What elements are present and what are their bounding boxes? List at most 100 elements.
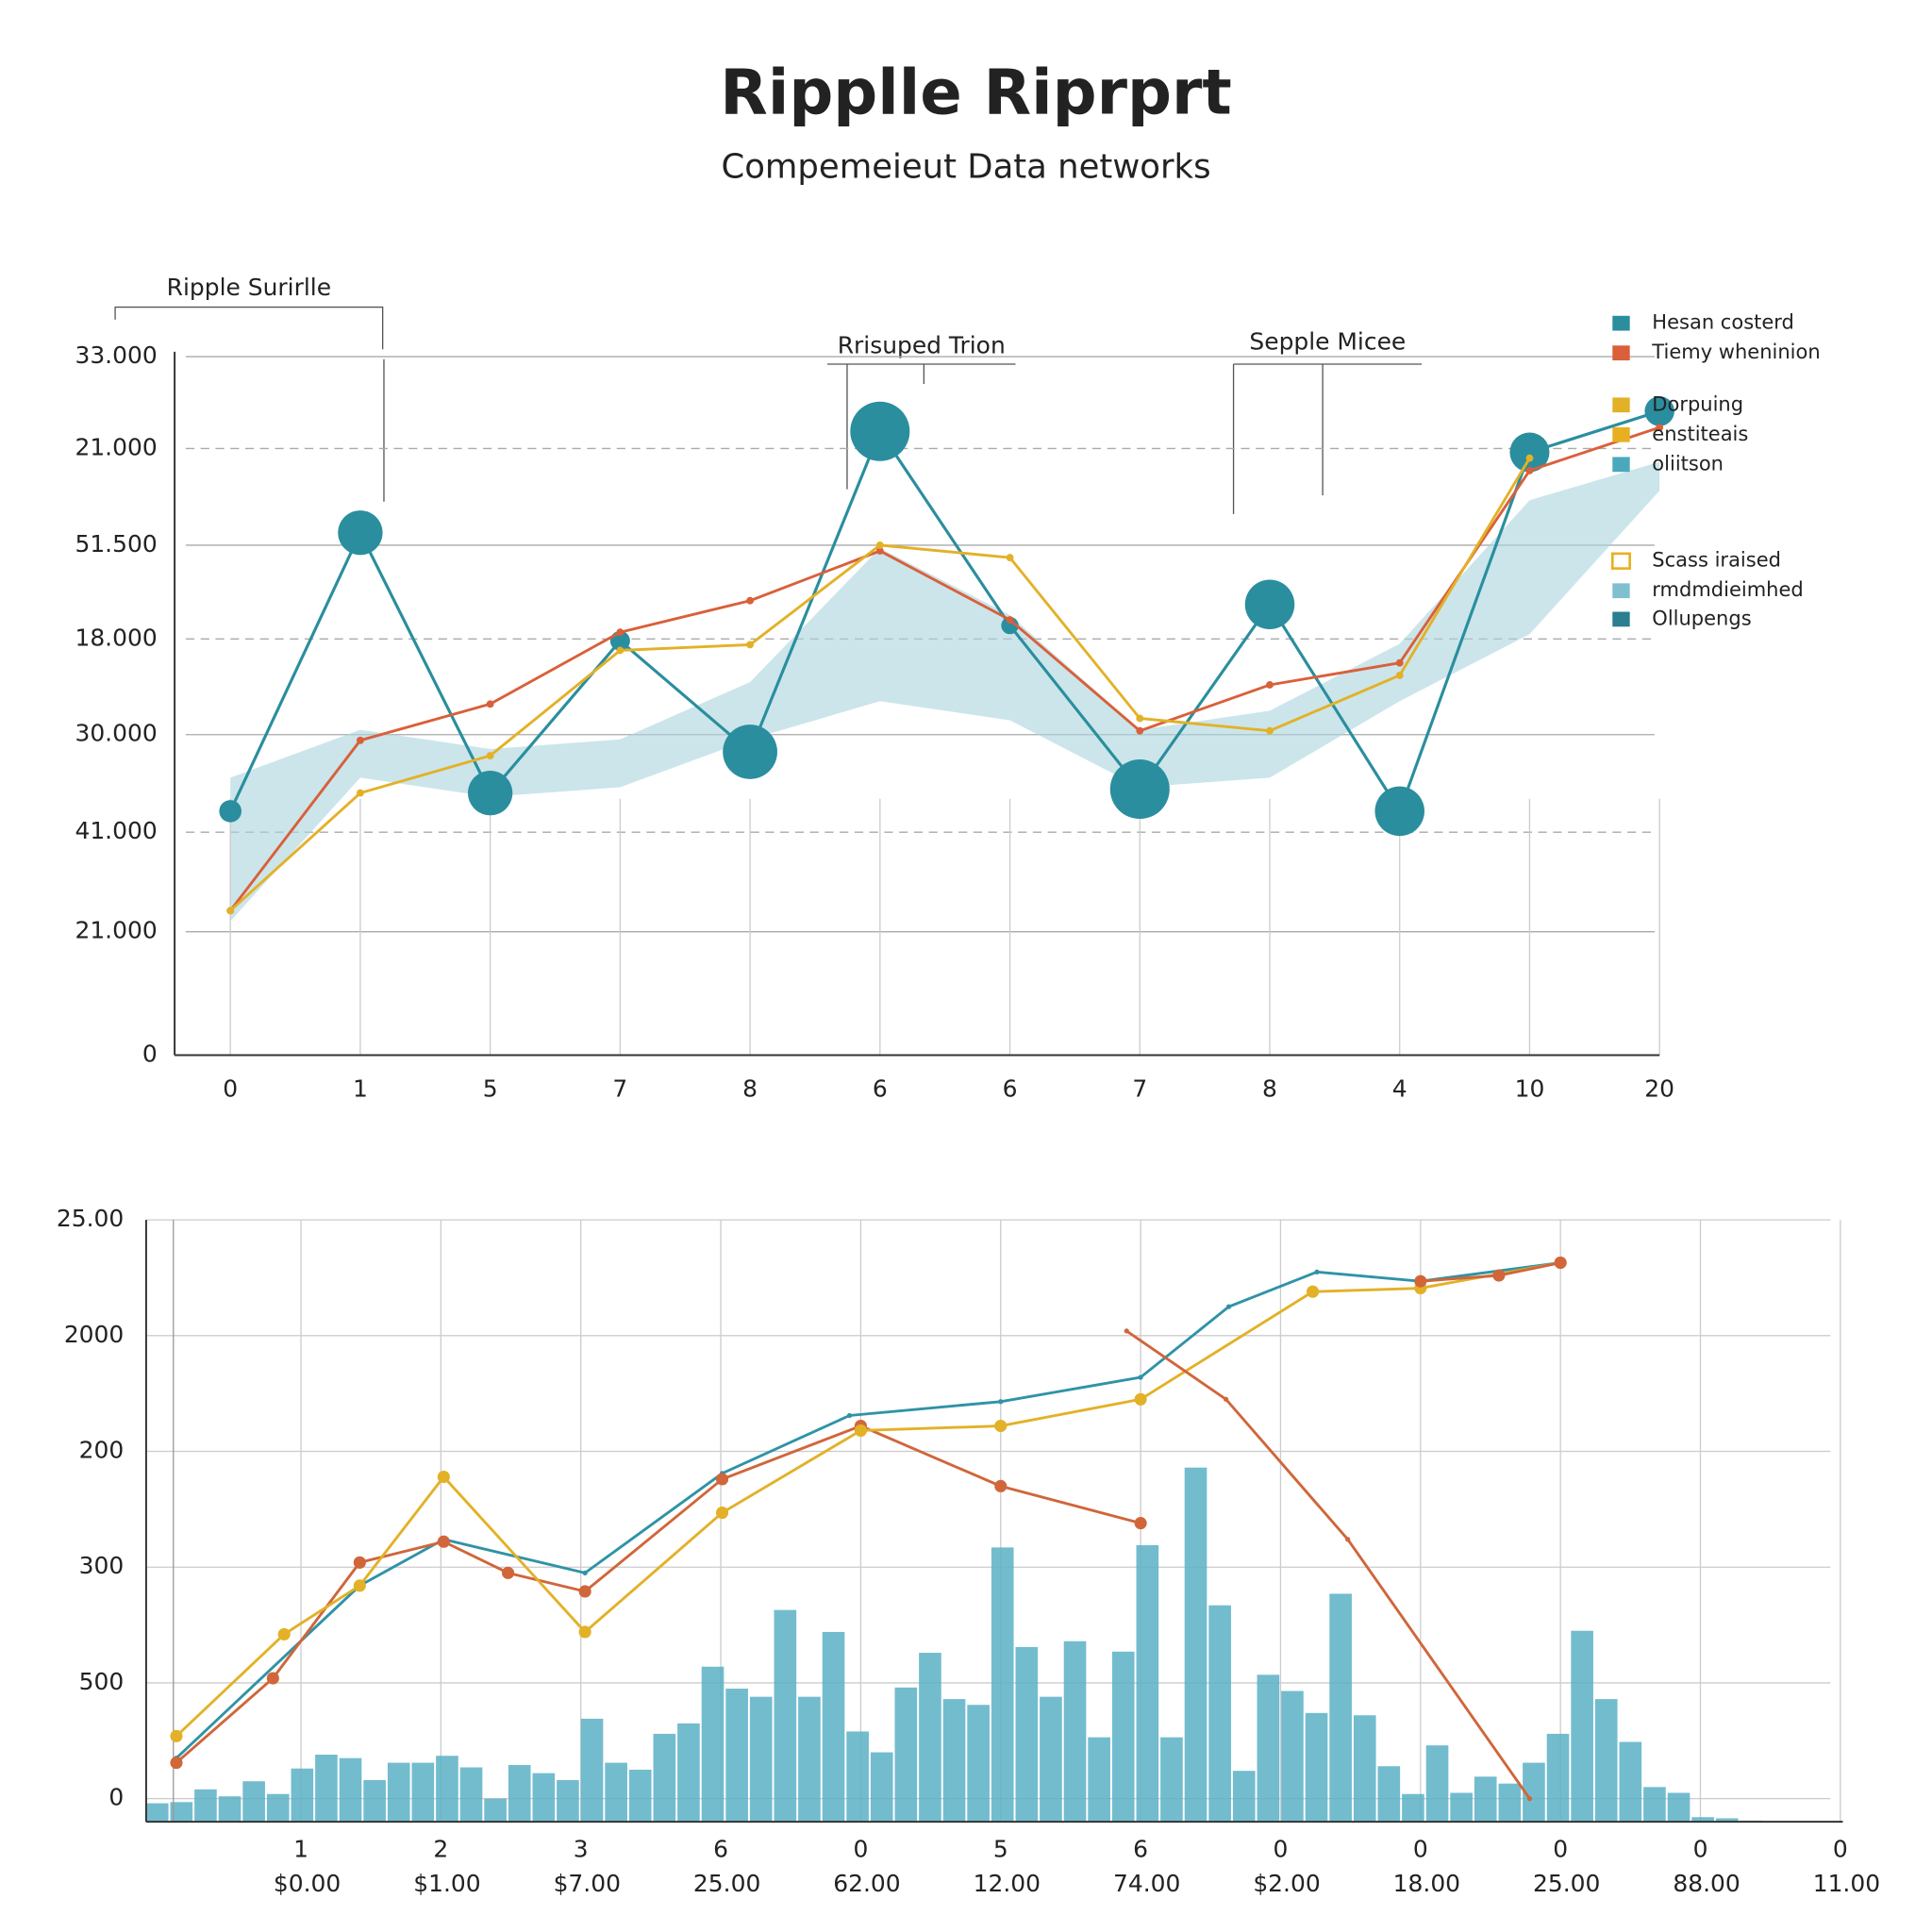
point bbox=[356, 789, 364, 797]
x-tick-label: 8 bbox=[742, 1074, 758, 1102]
x-tick-label: 1 bbox=[353, 1074, 368, 1102]
legend-swatch bbox=[1610, 552, 1631, 570]
point bbox=[1136, 726, 1144, 735]
annotation: Rrisuped Trion bbox=[838, 332, 1006, 359]
bar bbox=[628, 1769, 652, 1823]
series-line bbox=[1125, 1329, 1531, 1800]
bubble bbox=[1244, 579, 1295, 630]
bubble bbox=[1644, 396, 1674, 426]
bar bbox=[919, 1653, 941, 1823]
bar bbox=[942, 1699, 966, 1823]
bar bbox=[363, 1779, 386, 1823]
bar bbox=[1184, 1467, 1208, 1823]
y-tick-label: 500 bbox=[79, 1668, 125, 1695]
x-tick-label: 0 bbox=[1553, 1835, 1568, 1862]
bar bbox=[1450, 1792, 1473, 1823]
x-tick-label-secondary: 74.00 bbox=[1113, 1870, 1180, 1897]
legend-label: enstiteais bbox=[1652, 423, 1748, 445]
bar bbox=[725, 1689, 748, 1823]
x-tick-label: 1 bbox=[293, 1835, 308, 1862]
bar bbox=[1208, 1605, 1231, 1823]
point bbox=[1395, 658, 1404, 667]
legend-label: Dorpuing bbox=[1652, 392, 1743, 415]
bar bbox=[1594, 1699, 1618, 1823]
y-tick-label: 41.000 bbox=[75, 817, 157, 844]
bar bbox=[1232, 1771, 1256, 1823]
bar bbox=[580, 1718, 604, 1823]
point bbox=[994, 1479, 1008, 1492]
x-tick-label: 0 bbox=[1833, 1835, 1848, 1862]
x-tick-label: 4 bbox=[1392, 1074, 1407, 1102]
bar bbox=[1474, 1776, 1497, 1823]
legend-swatch bbox=[1612, 345, 1630, 361]
point bbox=[746, 596, 755, 605]
bar bbox=[846, 1731, 869, 1823]
point bbox=[1525, 454, 1534, 462]
x-tick-label-secondary: $0.00 bbox=[274, 1870, 341, 1897]
point bbox=[1314, 1269, 1320, 1274]
bar bbox=[1377, 1766, 1401, 1823]
series-line bbox=[229, 425, 1660, 912]
bar bbox=[1281, 1690, 1304, 1823]
legend-label: Tiemy wheninion bbox=[1651, 341, 1820, 363]
legend-swatch bbox=[1612, 397, 1630, 413]
bar bbox=[1353, 1715, 1376, 1823]
bar bbox=[1643, 1787, 1666, 1823]
bar bbox=[822, 1631, 845, 1823]
bar bbox=[170, 1802, 193, 1823]
x-tick-label: 0 bbox=[853, 1835, 868, 1862]
bar bbox=[315, 1754, 338, 1823]
point bbox=[353, 1579, 366, 1592]
x-tick-label: 6 bbox=[713, 1835, 728, 1862]
point bbox=[1134, 1517, 1147, 1530]
x-tick-label-secondary: 12.00 bbox=[974, 1870, 1041, 1897]
x-tick-label-secondary: 11.00 bbox=[1813, 1870, 1880, 1897]
legend-label: oliitson bbox=[1652, 452, 1724, 475]
bar bbox=[436, 1756, 458, 1823]
point bbox=[1492, 1269, 1506, 1282]
legend-label: Hesan costerd bbox=[1652, 311, 1794, 334]
y-tick-label: 200 bbox=[79, 1437, 125, 1464]
bracket bbox=[114, 306, 385, 502]
x-tick-label: 2 bbox=[433, 1835, 448, 1862]
series-line bbox=[175, 1261, 1561, 1738]
band-area bbox=[230, 461, 1660, 922]
bar bbox=[605, 1762, 627, 1823]
x-tick-label: 3 bbox=[574, 1835, 589, 1862]
bar bbox=[1498, 1783, 1522, 1823]
point bbox=[1225, 1304, 1232, 1309]
x-tick-label-secondary: $2.00 bbox=[1253, 1870, 1320, 1897]
x-tick-label: 5 bbox=[993, 1835, 1008, 1862]
legend-swatch bbox=[1612, 315, 1630, 331]
bar bbox=[1015, 1646, 1039, 1823]
y-tick-label: 2000 bbox=[64, 1321, 124, 1348]
point bbox=[578, 1585, 591, 1598]
annotation: Sepple Micee bbox=[1249, 328, 1406, 356]
bubble bbox=[723, 724, 777, 779]
legend-swatch bbox=[1612, 583, 1630, 599]
bubble bbox=[468, 770, 513, 816]
point bbox=[226, 907, 235, 915]
bar bbox=[870, 1752, 893, 1823]
bubble bbox=[219, 800, 242, 823]
x-tick-label: 6 bbox=[873, 1074, 888, 1102]
x-tick-label: 5 bbox=[483, 1074, 498, 1102]
bar bbox=[1040, 1696, 1062, 1823]
bar bbox=[749, 1696, 773, 1823]
series-line bbox=[175, 1261, 1561, 1759]
bar bbox=[1667, 1792, 1690, 1823]
bar bbox=[387, 1762, 410, 1823]
x-tick-label-secondary: 88.00 bbox=[1673, 1870, 1740, 1897]
bubble bbox=[1001, 616, 1019, 635]
bar bbox=[1257, 1674, 1280, 1823]
point bbox=[1006, 554, 1014, 562]
point bbox=[1223, 1396, 1229, 1402]
point bbox=[1307, 1285, 1320, 1298]
legend-label: rmdmdieimhed bbox=[1652, 578, 1803, 601]
x-tick-label-secondary: 18.00 bbox=[1393, 1870, 1460, 1897]
point bbox=[1526, 1795, 1533, 1802]
point bbox=[1525, 466, 1534, 475]
bar bbox=[1691, 1817, 1714, 1823]
point bbox=[1266, 726, 1274, 735]
